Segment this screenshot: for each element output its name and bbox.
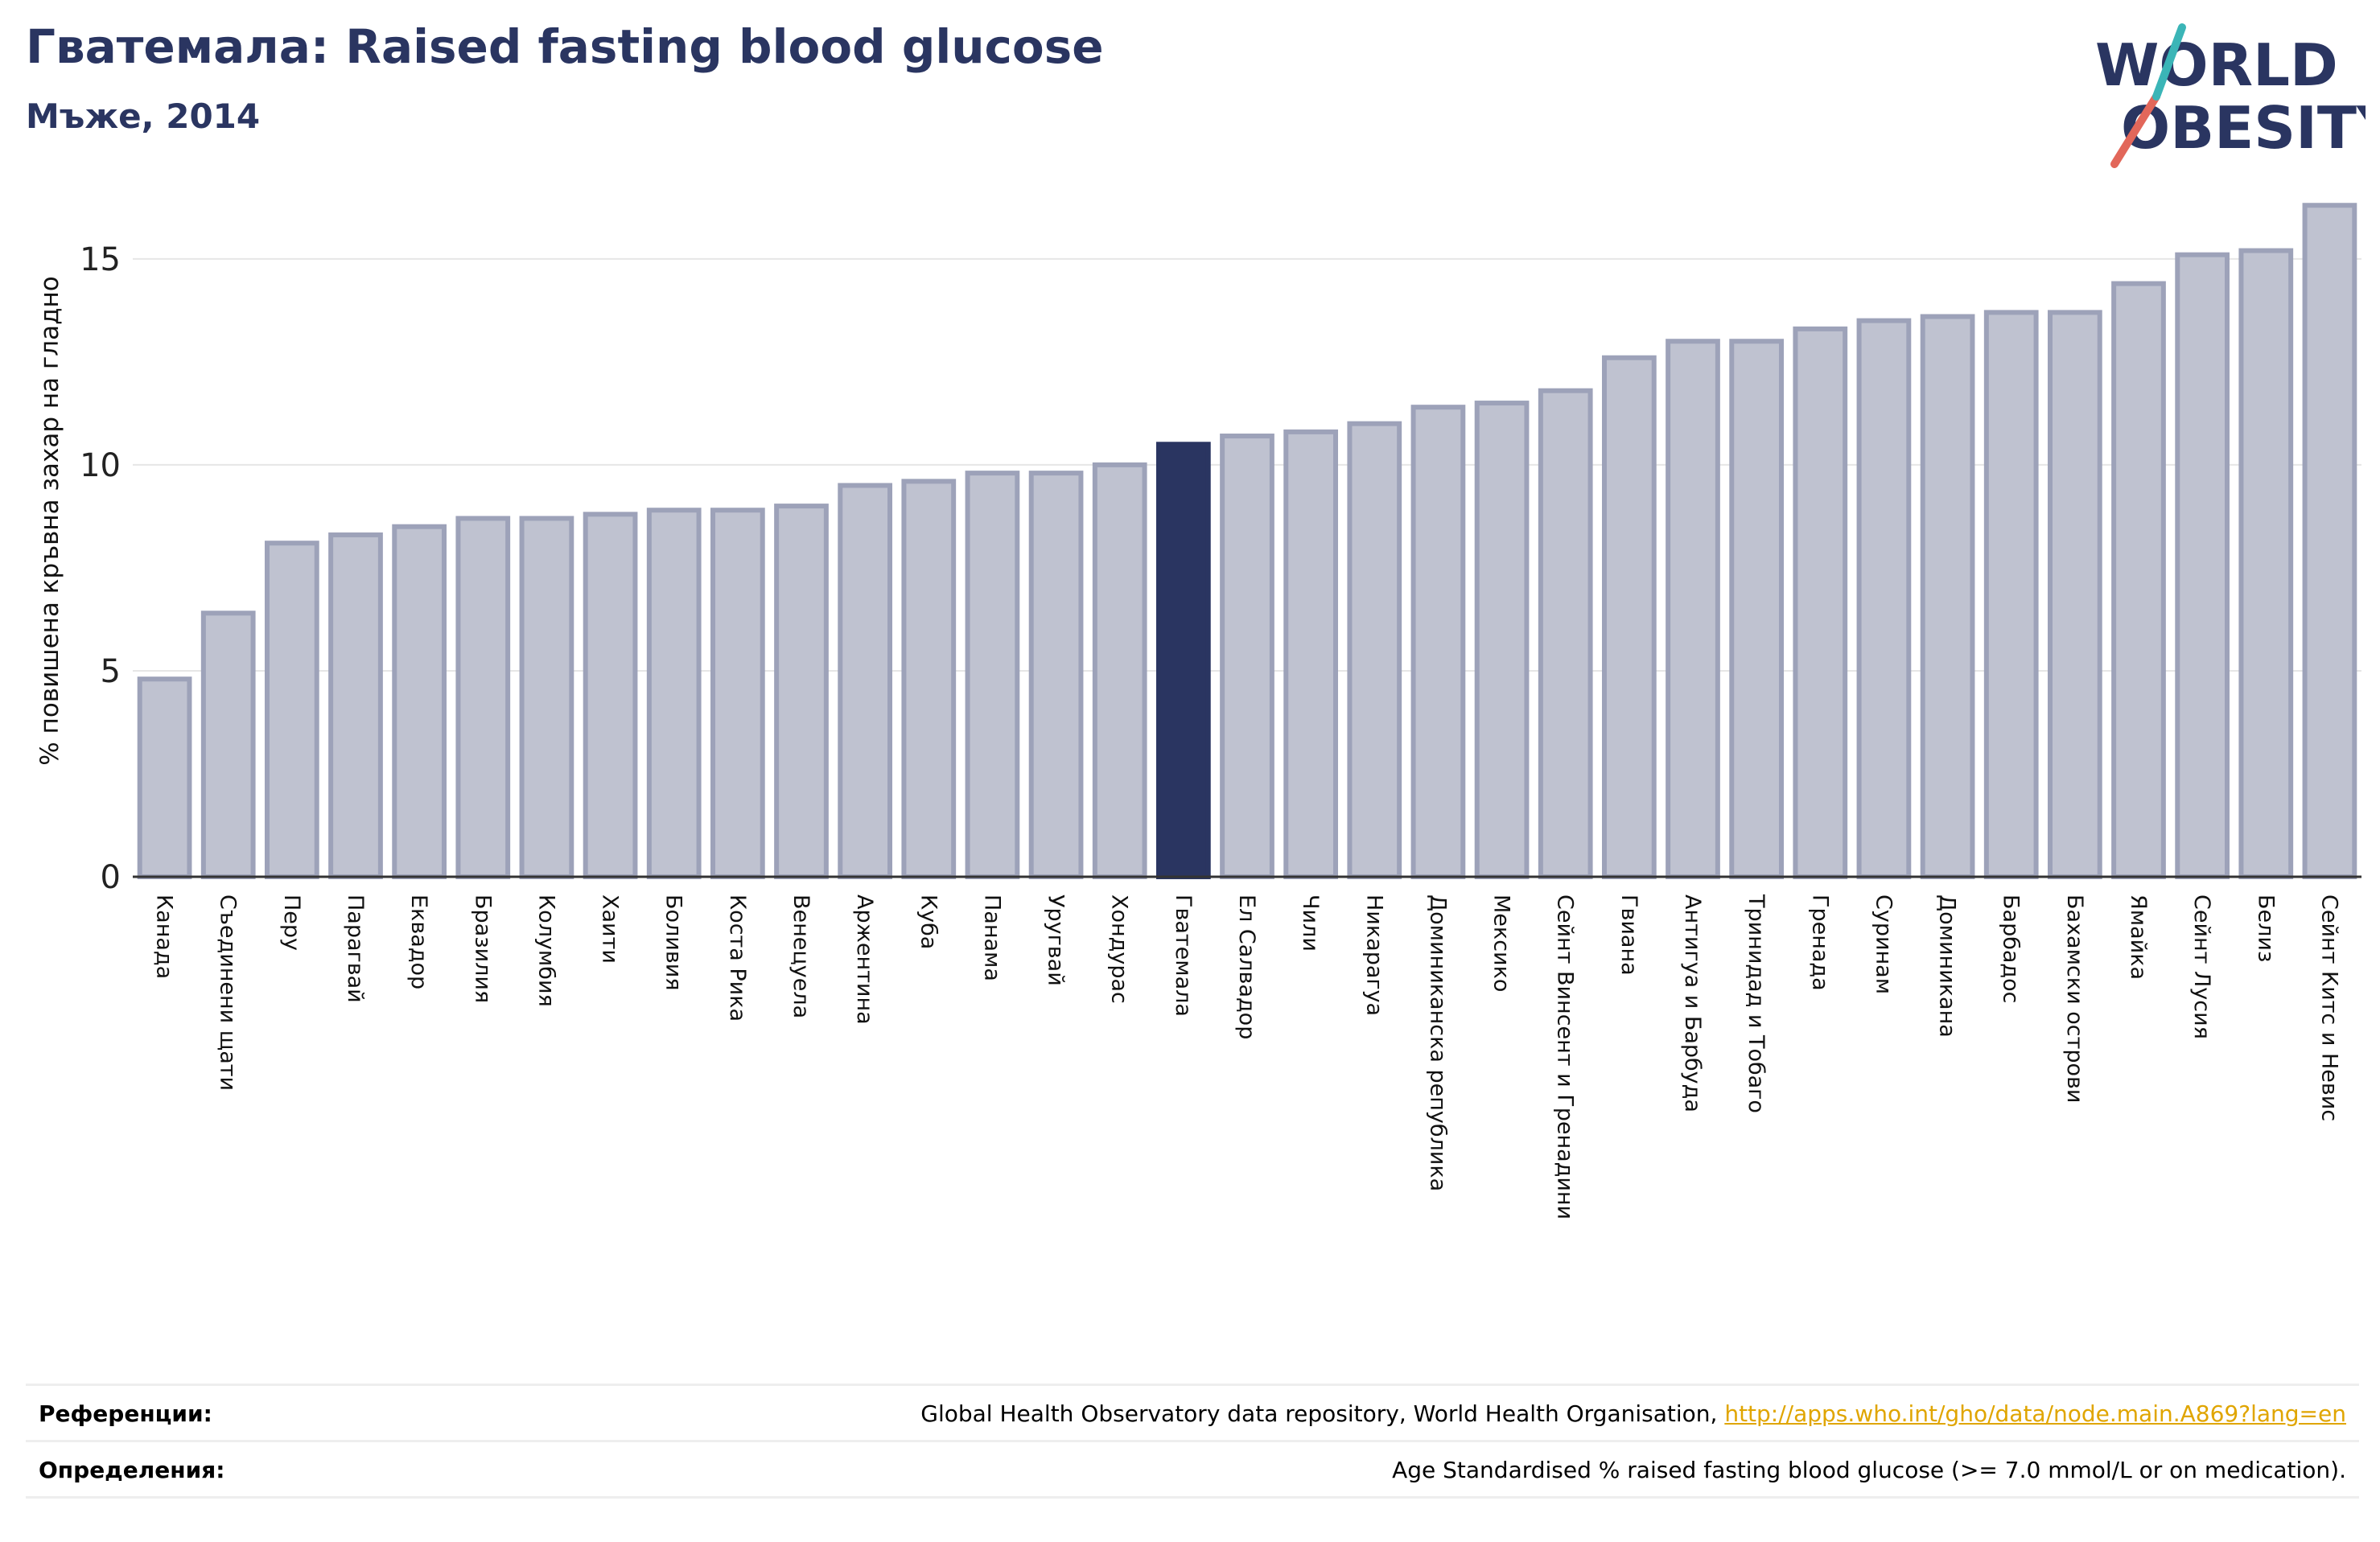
bar (1920, 314, 1975, 879)
references-row: Референции: Global Health Observatory da… (26, 1384, 2359, 1442)
bar (2047, 310, 2102, 880)
x-tick-label: Доминикана (1935, 894, 1960, 1038)
logo-line1: WORLD (2095, 31, 2338, 99)
bar (1347, 421, 1402, 879)
page-subtitle: Мъже, 2014 (26, 97, 261, 136)
x-tick-label: Канада (152, 894, 177, 979)
x-tick-label: Белиз (2253, 894, 2278, 962)
x-tick-label: Антигуа и Барбуда (1680, 894, 1705, 1112)
logo-slash-red (2110, 93, 2160, 168)
bar (1283, 429, 1339, 879)
bar (1538, 388, 1593, 879)
references-value: Global Health Observatory data repositor… (920, 1400, 2346, 1427)
bar (2302, 203, 2357, 879)
x-tick-label: Куба (916, 894, 941, 949)
bar (1729, 339, 1785, 879)
references-link[interactable]: http://apps.who.int/gho/data/node.main.A… (1724, 1400, 2346, 1427)
bar (1092, 462, 1147, 879)
x-tick-label: Гренада (1807, 894, 1832, 991)
x-tick-label: Хаити (598, 894, 623, 964)
x-tick-label: Доминиканска република (1425, 894, 1450, 1191)
x-tick-label: Суринам (1871, 894, 1896, 994)
bar (1666, 339, 1720, 879)
bar (1793, 326, 1848, 879)
logo-slash-teal (2152, 23, 2186, 101)
bar (1601, 355, 1657, 879)
bar (583, 512, 638, 879)
x-tick-label: Коста Рика (725, 894, 750, 1022)
x-tick-label: Уругвай (1044, 894, 1069, 986)
bar (328, 532, 383, 879)
bar (2238, 248, 2294, 879)
bar (264, 541, 319, 879)
bar (774, 504, 829, 879)
x-tick-label: Чили (1298, 894, 1323, 952)
bar (392, 524, 447, 879)
bar (838, 483, 893, 879)
footer-divider (26, 1496, 2359, 1499)
y-tick-label: 10 (80, 447, 121, 484)
bar (710, 508, 765, 879)
world-obesity-logo: WORLD OBESITY (2095, 23, 2366, 168)
x-tick-label: Перу (279, 894, 304, 951)
bar (519, 516, 574, 879)
definitions-label: Определения: (39, 1457, 225, 1483)
logo-line2: OBESITY (2121, 94, 2366, 162)
bar (1474, 401, 1530, 879)
bar (1028, 471, 1084, 879)
y-tick-label: 15 (80, 241, 121, 278)
x-tick-label: Еквадор (406, 894, 431, 989)
x-tick-label: Венецуела (789, 894, 813, 1018)
y-tick-label: 5 (101, 653, 121, 690)
bar (200, 611, 256, 879)
x-tick-label: Гватемала (1171, 894, 1196, 1017)
bar (646, 508, 702, 879)
x-tick-label: Аржентина (852, 894, 877, 1025)
x-tick-label: Мексико (1489, 894, 1514, 992)
x-tick-label: Сейнт Китс и Невис (2316, 894, 2341, 1121)
page-title: Гватемала: Raised fasting blood glucose (26, 19, 1104, 74)
x-tick-label: Бахамски острови (2062, 894, 2087, 1103)
x-tick-label: Боливия (661, 894, 686, 991)
x-tick-label: Панама (979, 894, 1004, 981)
bar (901, 479, 957, 879)
bar (1983, 310, 2039, 880)
bar (455, 516, 511, 879)
bar (1856, 318, 1912, 879)
x-tick-label: Парагвай (343, 894, 368, 1003)
x-tick-label: Сейнт Лусия (2189, 894, 2214, 1039)
x-tick-label: Тринидад и Тобаго (1744, 894, 1769, 1113)
x-tick-label: Хондурас (1107, 894, 1132, 1004)
bar-highlight (1155, 442, 1211, 879)
x-tick-label: Колумбия (533, 894, 558, 1007)
bar (1410, 405, 1466, 879)
x-tick-label: Съединени щати (216, 894, 241, 1091)
bar (2175, 252, 2230, 879)
x-tick-label: Никарагуа (1361, 894, 1386, 1016)
bar (965, 471, 1020, 879)
definitions-row: Определения: Age Standardised % raised f… (26, 1440, 2359, 1499)
x-tick-label: Барбадос (1999, 894, 2024, 1003)
x-tick-label: Ел Салвадор (1234, 894, 1259, 1039)
bar-chart: 0 5 10 15 % повишена кръвна захар на гладно К… (35, 203, 2361, 1219)
bar (2111, 281, 2166, 879)
definitions-text: Age Standardised % raised fasting blood … (1392, 1457, 2346, 1483)
references-label: Референции: (39, 1400, 212, 1427)
x-tick-label: Ямайка (2126, 894, 2151, 980)
x-tick-label: Сейнт Винсент и Гренадини (1553, 894, 1578, 1219)
bar (137, 676, 192, 879)
y-axis-label: % повишена кръвна захар на гладно (35, 276, 64, 765)
x-tick-label: Гвиана (1616, 894, 1641, 976)
bar (1220, 434, 1274, 879)
x-tick-label: Бразилия (470, 894, 495, 1003)
y-tick-label: 0 (101, 859, 121, 896)
references-text: Global Health Observatory data repositor… (920, 1400, 1725, 1427)
